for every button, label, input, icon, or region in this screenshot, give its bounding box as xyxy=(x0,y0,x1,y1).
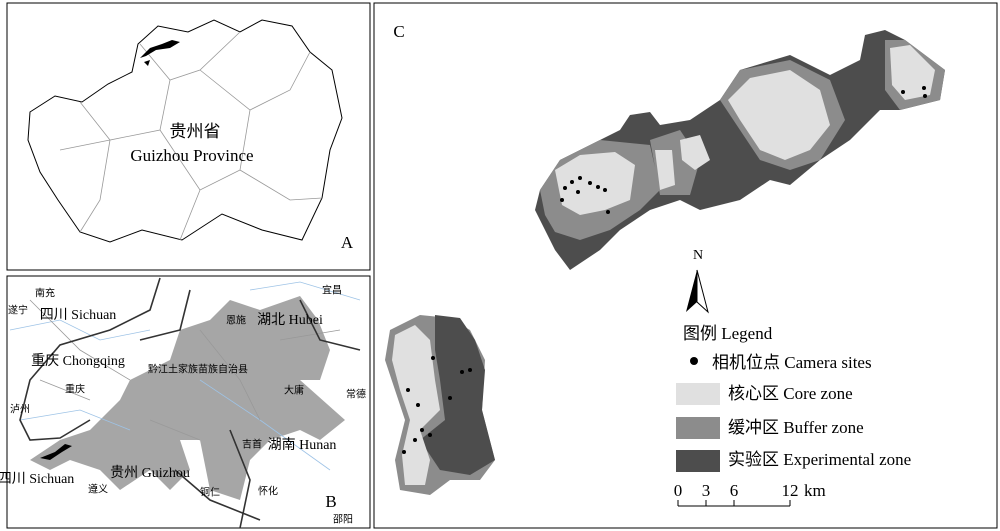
panel-label: B xyxy=(325,492,336,511)
province-outline xyxy=(27,19,343,243)
buffer-zone xyxy=(540,40,945,240)
place-label: 湖北 Hubei xyxy=(257,312,323,328)
scale-label: 0 xyxy=(674,481,683,500)
scale-label: 3 xyxy=(702,481,711,500)
place-label: 泸州 xyxy=(10,403,30,415)
place-label: 怀化 xyxy=(258,484,278,497)
legend-symbol xyxy=(690,357,698,365)
north-label: N xyxy=(693,248,703,263)
legend-entry: 实验区 Experimental zone xyxy=(728,450,911,469)
core-zone xyxy=(555,45,935,215)
legend-symbol xyxy=(676,450,720,472)
rivers xyxy=(9,281,361,471)
legend-title: 图例 Legend xyxy=(683,324,773,343)
place-label: 恩施 xyxy=(226,313,246,326)
panel-b: 南充 遂宁 四川 Sichuan 重庆 Chongqing 重庆 泸州 四川 S… xyxy=(0,275,371,529)
place-label: 湖南 Hunan xyxy=(268,437,337,453)
county-boundaries xyxy=(59,31,323,241)
province-name-en: Guizhou Province xyxy=(130,146,253,165)
place-label: 重庆 Chongqing xyxy=(31,353,125,369)
legend-symbol xyxy=(676,383,720,405)
panel-label: C xyxy=(393,22,404,41)
legend-entry: 缓冲区 Buffer zone xyxy=(728,418,864,437)
north-arrow xyxy=(696,269,709,314)
county-boundaries xyxy=(29,299,341,441)
place-label: 四川 Sichuan xyxy=(40,308,117,323)
study-area xyxy=(40,444,72,460)
panel-a: 贵州省 Guizhou Province A xyxy=(6,2,371,271)
place-label: 遵义 xyxy=(88,482,108,495)
scale-label: 12 xyxy=(782,481,799,500)
place-label: 宜昌 xyxy=(322,283,342,296)
legend-entry: 核心区 Core zone xyxy=(728,384,853,403)
study-area xyxy=(140,40,180,66)
province-name-zh: 贵州省 xyxy=(170,122,221,141)
scale-bar: 0 3 6 12 km xyxy=(674,481,826,507)
region xyxy=(30,296,345,500)
place-label: 铜仁 xyxy=(200,486,220,498)
place-label: 大庸 xyxy=(284,383,304,396)
place-label: 黔江土家族苗族自治县 xyxy=(148,362,248,375)
place-label: 重庆 xyxy=(65,382,85,395)
place-label: 遂宁 xyxy=(8,303,28,316)
scale-label: 6 xyxy=(730,481,739,500)
place-label: 南充 xyxy=(35,286,55,299)
panel-c: C N 图例 Legend 相机位点 Camera sites 核心区 Core… xyxy=(373,2,998,529)
place-label: 吉首 xyxy=(242,437,262,450)
panel-label: A xyxy=(341,233,354,252)
legend-entry: 相机位点 Camera sites xyxy=(712,353,872,372)
north-arrow xyxy=(686,270,697,312)
camera-sites xyxy=(402,86,927,454)
place-label: 邵阳 xyxy=(333,513,353,525)
place-label: 四川 Sichuan xyxy=(0,472,74,487)
legend-symbol xyxy=(676,417,720,439)
scale-unit: km xyxy=(804,481,826,500)
place-label: 贵州 Guizhou xyxy=(110,465,190,481)
experimental-zone xyxy=(420,315,495,475)
province-boundaries xyxy=(19,277,361,529)
place-label: 常德 xyxy=(346,387,366,400)
